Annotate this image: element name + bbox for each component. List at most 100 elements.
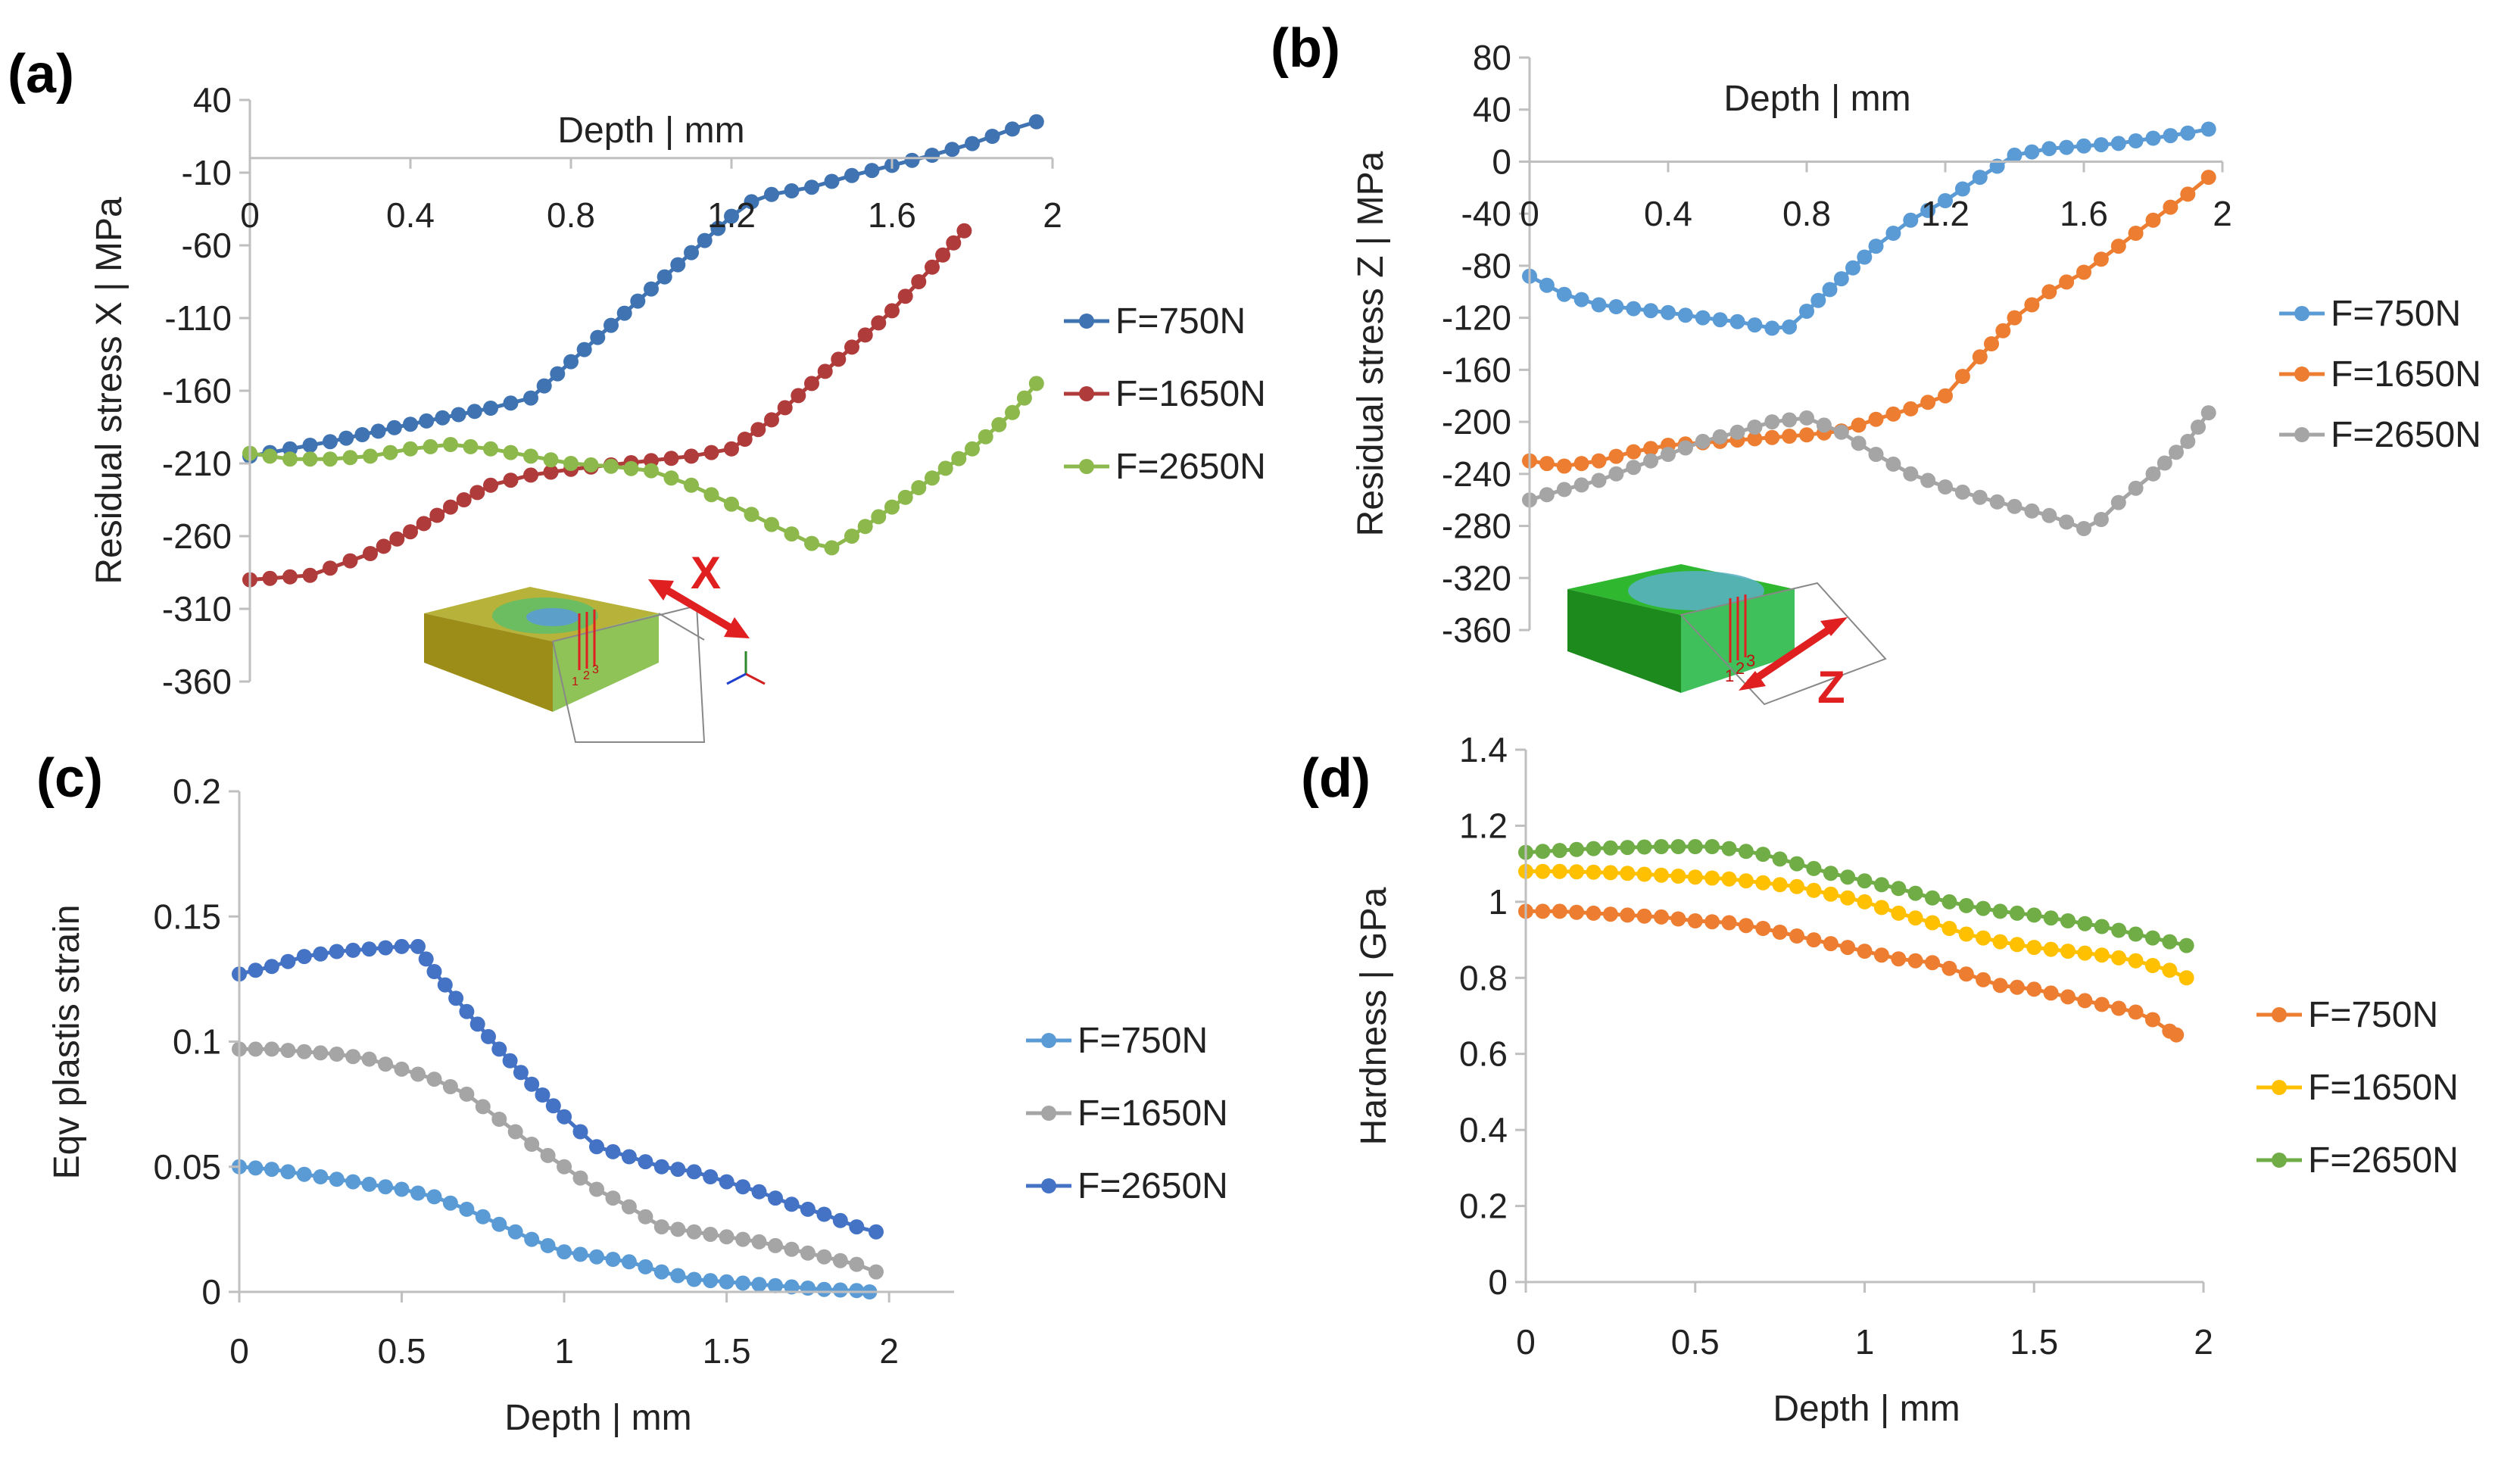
legend-label-1: F=750N [1078,1021,1208,1061]
data-point-1 [296,1166,312,1182]
legend-label-3: F=2650N [2308,1140,2459,1181]
data-point-2 [1704,870,1720,886]
data-point-2 [394,1061,410,1077]
data-point-1 [638,1259,653,1274]
data-point-1 [2076,138,2091,154]
data-point-1 [2111,1000,2127,1016]
data-point-1 [603,317,619,333]
data-point-3 [1755,847,1771,863]
data-point-1 [410,1185,426,1201]
data-point-2 [524,1137,540,1152]
data-point-3 [1873,877,1889,893]
data-point-2 [389,531,405,547]
data-point-1 [1573,292,1589,307]
data-point-2 [523,467,538,483]
panel-d: (d) 1.4 1.2 1 0.8 0.6 0.4 0.2 00 0.5 1 1.5 2 Depth |… [1301,730,2459,1429]
data-point-1 [1806,932,1822,948]
data-point-3 [2093,512,2109,527]
data-point-1 [1868,239,1884,254]
data-point-2 [543,464,559,480]
data-point-3 [869,1224,884,1240]
data-point-1 [264,1162,279,1178]
x-tick-label: 1.2 [1921,194,1970,233]
data-point-3 [684,477,699,493]
data-point-3 [329,944,345,959]
data-point-1 [2094,997,2110,1012]
data-point-1 [1857,249,1873,265]
data-point-3 [1677,440,1693,456]
data-point-2 [1747,431,1763,447]
data-point-1 [764,186,779,202]
y-tick-label: -360 [1442,610,1511,650]
data-point-2 [1573,456,1589,472]
data-point-1 [2060,989,2076,1005]
data-point-1 [323,434,338,450]
data-point-3 [1972,489,1988,505]
data-point-2 [719,1229,734,1245]
panel-d-label: (d) [1301,748,1371,809]
data-point-3 [897,489,913,505]
data-point-3 [911,480,927,495]
data-point-3 [1772,851,1788,867]
data-point-2 [935,247,951,263]
data-point-3 [703,487,719,503]
data-point-1 [338,430,354,446]
inset-point-1: 1 [1725,666,1734,685]
data-point-3 [361,941,377,957]
legend-marker-2 [1041,1106,1056,1121]
y-axis-title: Residual stress X | MPa [89,197,129,585]
data-point-1 [1840,940,1856,956]
legend-label-3: F=2650N [1115,447,1266,487]
data-point-2 [1823,886,1839,902]
data-point-2 [2026,940,2042,956]
data-point-3 [1695,433,1711,449]
data-point-1 [2043,985,2059,1001]
data-point-3 [644,463,659,479]
legend-label-2: F=1650N [1078,1093,1228,1134]
inset-point-3: 3 [1746,651,1755,670]
data-point-2 [329,1047,345,1062]
data-point-3 [751,1184,767,1200]
data-point-3 [342,450,358,466]
data-point-1 [1958,966,1974,982]
data-point-3 [2191,420,2206,435]
data-point-1 [1907,953,1923,969]
data-point-2 [684,448,699,464]
data-point-2 [1789,878,1804,894]
data-point-1 [2169,1027,2185,1043]
data-point-2 [2163,199,2178,215]
data-point-1 [1845,260,1860,276]
data-point-1 [735,1275,751,1291]
legend-label-2: F=1650N [2331,354,2481,395]
data-point-2 [378,1056,394,1072]
data-point-3 [1608,466,1624,482]
data-point-3 [638,1154,653,1170]
data-point-1 [536,378,552,394]
x-tick-label: 0.5 [378,1331,426,1371]
data-point-2 [1976,930,1991,946]
data-point-3 [523,448,538,464]
direction-arrow-z-head-b [1820,617,1848,636]
data-point-2 [1626,444,1642,460]
y-axis-title: Eqv plastis strain [47,905,87,1180]
data-point-3 [1535,844,1551,859]
data-point-3 [502,1053,518,1068]
data-point-2 [1995,323,2011,338]
data-point-1 [459,1201,475,1217]
data-point-1 [925,148,940,163]
data-point-3 [744,507,759,523]
data-point-3 [991,416,1007,432]
data-point-3 [469,1016,485,1032]
data-point-1 [944,142,960,158]
data-point-1 [784,1279,800,1295]
data-point-2 [2024,297,2040,313]
legend-marker-1 [2294,306,2309,321]
data-point-1 [370,423,386,439]
data-point-1 [491,1216,507,1232]
data-point-2 [1992,934,2008,950]
data-point-2 [724,441,739,457]
data-point-2 [442,1079,458,1094]
y-tick-label: -120 [1442,298,1511,338]
data-point-2 [507,1124,523,1140]
data-point-3 [768,1190,783,1206]
